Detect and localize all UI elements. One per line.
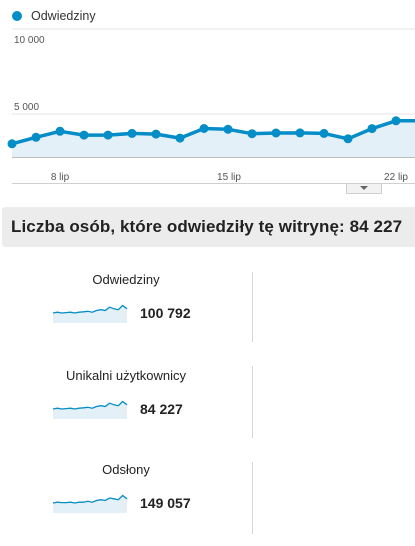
data-point[interactable] [199, 124, 209, 133]
data-point[interactable] [55, 126, 65, 136]
x-tick-label: 8 lip [51, 172, 70, 183]
section-heading: Liczba osób, które odwiedziły tę witrynę… [11, 217, 403, 236]
y-tick-label: 5 000 [14, 102, 39, 113]
sparkline-line [52, 494, 128, 504]
visits-line-chart[interactable]: 10 000 5 000 8 lip 15 lip 22 lip [0, 28, 415, 193]
section-heading-bar: Liczba osób, które odwiedziły tę witrynę… [2, 207, 415, 247]
data-point[interactable] [367, 124, 377, 134]
metric-label: Unikalni użytkownicy [66, 368, 186, 383]
sparkline-line [52, 304, 128, 314]
column-divider [252, 272, 253, 342]
column-divider [252, 462, 253, 534]
data-point[interactable] [223, 124, 233, 134]
chevron-down-icon [360, 186, 368, 190]
data-point[interactable] [247, 129, 257, 139]
sparkline-area [53, 305, 127, 323]
sparkline [52, 400, 128, 419]
series-color-dot [12, 11, 22, 21]
data-point[interactable] [319, 128, 329, 138]
metric-label: Odsłony [102, 462, 150, 477]
metric-value: 100 792 [140, 305, 191, 321]
chart-legend[interactable]: Odwiedziny [12, 8, 96, 24]
data-point[interactable] [343, 134, 353, 144]
data-point[interactable] [271, 128, 281, 138]
legend-label: Odwiedziny [31, 9, 96, 23]
column-divider [252, 366, 253, 438]
metric-value: 149 057 [140, 495, 191, 511]
x-tick-label: 15 lip [217, 172, 241, 183]
sparkline [52, 304, 128, 323]
metric-pageviews[interactable]: Odsłony 149 057 [0, 462, 250, 542]
series-area [12, 120, 415, 157]
data-point[interactable] [391, 116, 401, 126]
chart-scroll-handle[interactable] [346, 184, 382, 194]
data-point[interactable] [103, 130, 113, 140]
metric-label: Odwiedziny [92, 272, 160, 287]
data-point[interactable] [31, 132, 41, 142]
sparkline [52, 494, 128, 513]
y-tick-label: 10 000 [14, 35, 45, 46]
data-point[interactable] [79, 130, 89, 140]
metric-value: 84 227 [140, 401, 183, 417]
sparkline-area [53, 495, 127, 513]
x-tick-label: 22 lip [384, 172, 408, 183]
sparkline-line [52, 400, 128, 410]
data-point[interactable] [175, 133, 185, 143]
sparkline-area [53, 401, 127, 419]
metric-unique-users[interactable]: Unikalni użytkownicy 84 227 [0, 368, 250, 448]
metric-visits[interactable]: Odwiedziny 100 792 [0, 272, 250, 352]
data-point[interactable] [7, 139, 17, 149]
data-point[interactable] [127, 128, 137, 138]
data-point[interactable] [295, 128, 305, 138]
data-point[interactable] [151, 129, 161, 139]
